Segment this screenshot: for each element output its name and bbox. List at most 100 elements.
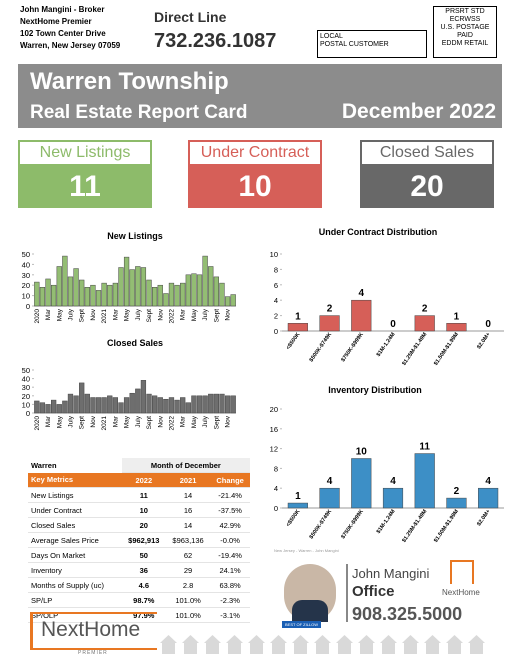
table-cell: Average Sales Price bbox=[28, 532, 122, 548]
bar bbox=[62, 255, 68, 307]
bar bbox=[152, 287, 158, 307]
data-label: 2 bbox=[454, 486, 460, 497]
x-tick-label: 2022 bbox=[168, 416, 175, 431]
house-roof bbox=[270, 635, 287, 643]
bar bbox=[140, 380, 147, 414]
y-tick-label: 50 bbox=[22, 250, 30, 259]
data-label: 1 bbox=[454, 311, 460, 322]
house-icon bbox=[470, 642, 483, 654]
bar bbox=[45, 404, 51, 414]
x-tick-label: $1M-1.24M bbox=[376, 331, 397, 358]
bar bbox=[90, 284, 96, 307]
photo-suit bbox=[292, 600, 328, 622]
x-tick-label: Sept bbox=[213, 416, 220, 430]
bar bbox=[73, 268, 79, 307]
y-tick-label: 2 bbox=[274, 312, 278, 321]
table-cell: -3.1% bbox=[210, 607, 250, 623]
table-cell: 63.8% bbox=[210, 577, 250, 593]
x-tick-label: $750K-$999K bbox=[340, 509, 365, 541]
y-tick-label: 40 bbox=[22, 375, 30, 384]
postage-line: EDDM RETAIL bbox=[441, 40, 489, 47]
house-roof bbox=[314, 635, 331, 643]
x-tick-label: May bbox=[191, 415, 198, 428]
x-tick-label: $500K-$749K bbox=[309, 332, 334, 364]
bar bbox=[45, 278, 51, 307]
table-cell: 16 bbox=[165, 502, 211, 518]
banner-date: December 2022 bbox=[341, 100, 496, 123]
bar bbox=[62, 400, 68, 414]
bar bbox=[168, 397, 175, 414]
data-label: 4 bbox=[485, 476, 491, 487]
house-roof bbox=[160, 635, 177, 643]
house-roof bbox=[292, 635, 309, 643]
chart-title: Closed Sales bbox=[107, 338, 163, 348]
bar bbox=[230, 294, 236, 307]
house-roof bbox=[204, 635, 221, 643]
bar bbox=[112, 282, 118, 307]
bar bbox=[39, 287, 46, 307]
y-tick-label: 8 bbox=[274, 464, 278, 473]
metrics-table: Warren Month of December Key Metrics 2022… bbox=[28, 458, 250, 623]
x-tick-label: $2.0M+ bbox=[476, 509, 492, 528]
direct-line-label: Direct Line bbox=[154, 9, 227, 25]
table-cell: 10 bbox=[121, 502, 166, 518]
table-row: SP/OLP 97.9% 101.0% -3.1% bbox=[28, 607, 250, 623]
table-cell: $962,913 bbox=[121, 532, 166, 548]
y-tick-label: 0 bbox=[26, 409, 30, 418]
data-label: 4 bbox=[327, 476, 333, 487]
data-label: 10 bbox=[356, 447, 368, 458]
bar bbox=[95, 290, 102, 307]
y-tick-label: 0 bbox=[274, 327, 278, 336]
bar bbox=[230, 395, 236, 414]
data-label: 4 bbox=[359, 288, 365, 299]
footer-sub: PREMIER bbox=[78, 650, 108, 656]
house-roof bbox=[336, 635, 353, 643]
bar bbox=[56, 404, 62, 414]
stat-card: New Listings 11 bbox=[18, 140, 152, 208]
bar bbox=[174, 284, 180, 307]
postage-line: U.S. POSTAGE bbox=[440, 24, 490, 31]
bar bbox=[287, 502, 308, 509]
postage-line: PAID bbox=[457, 32, 473, 39]
bar bbox=[84, 393, 90, 414]
bar bbox=[101, 282, 107, 307]
agent-name: John Mangini bbox=[352, 566, 430, 581]
table-row: Under Contract 10 16 -37.5% bbox=[28, 502, 250, 518]
table-row: Days On Market 50 62 -19.4% bbox=[28, 547, 250, 563]
bar bbox=[163, 398, 169, 414]
table-cell: -0.0% bbox=[210, 532, 250, 548]
x-tick-label: May bbox=[124, 308, 131, 321]
bar bbox=[146, 279, 152, 307]
bar bbox=[107, 284, 113, 307]
stat-label: Under Contract bbox=[188, 140, 322, 166]
x-tick-label: $1.25M-$1.49M bbox=[401, 331, 428, 366]
table-cell: 101.0% bbox=[165, 592, 211, 608]
bar bbox=[123, 397, 130, 414]
house-icon bbox=[382, 642, 395, 654]
table-row: Closed Sales 20 14 42.9% bbox=[28, 517, 250, 533]
table-cell: 14 bbox=[165, 487, 211, 503]
bar bbox=[213, 393, 219, 414]
postage-line: PRSRT STD bbox=[445, 8, 485, 15]
agent-photo bbox=[284, 564, 336, 622]
bar bbox=[351, 458, 372, 509]
y-tick-label: 4 bbox=[274, 484, 278, 493]
table-cell: Days On Market bbox=[28, 547, 122, 563]
house-icon bbox=[162, 642, 175, 654]
divider bbox=[346, 564, 348, 622]
bar bbox=[196, 274, 203, 307]
sender: John Mangini - Broker NextHome Premier 1… bbox=[20, 4, 120, 52]
bar bbox=[84, 287, 90, 307]
data-label: 11 bbox=[419, 442, 430, 453]
x-tick-label: $1.50M-$1.99M bbox=[433, 331, 460, 366]
bar bbox=[67, 393, 74, 414]
y-tick-label: 10 bbox=[22, 400, 30, 409]
table-cell: -2.3% bbox=[210, 592, 250, 608]
house-icon bbox=[426, 642, 439, 654]
table-cell: 50 bbox=[121, 547, 166, 563]
agent-role: Office bbox=[352, 583, 395, 600]
agent-badge: BEST OF ZILLOW bbox=[282, 621, 322, 628]
x-tick-label: <$500K bbox=[285, 332, 301, 351]
bar bbox=[224, 296, 231, 307]
